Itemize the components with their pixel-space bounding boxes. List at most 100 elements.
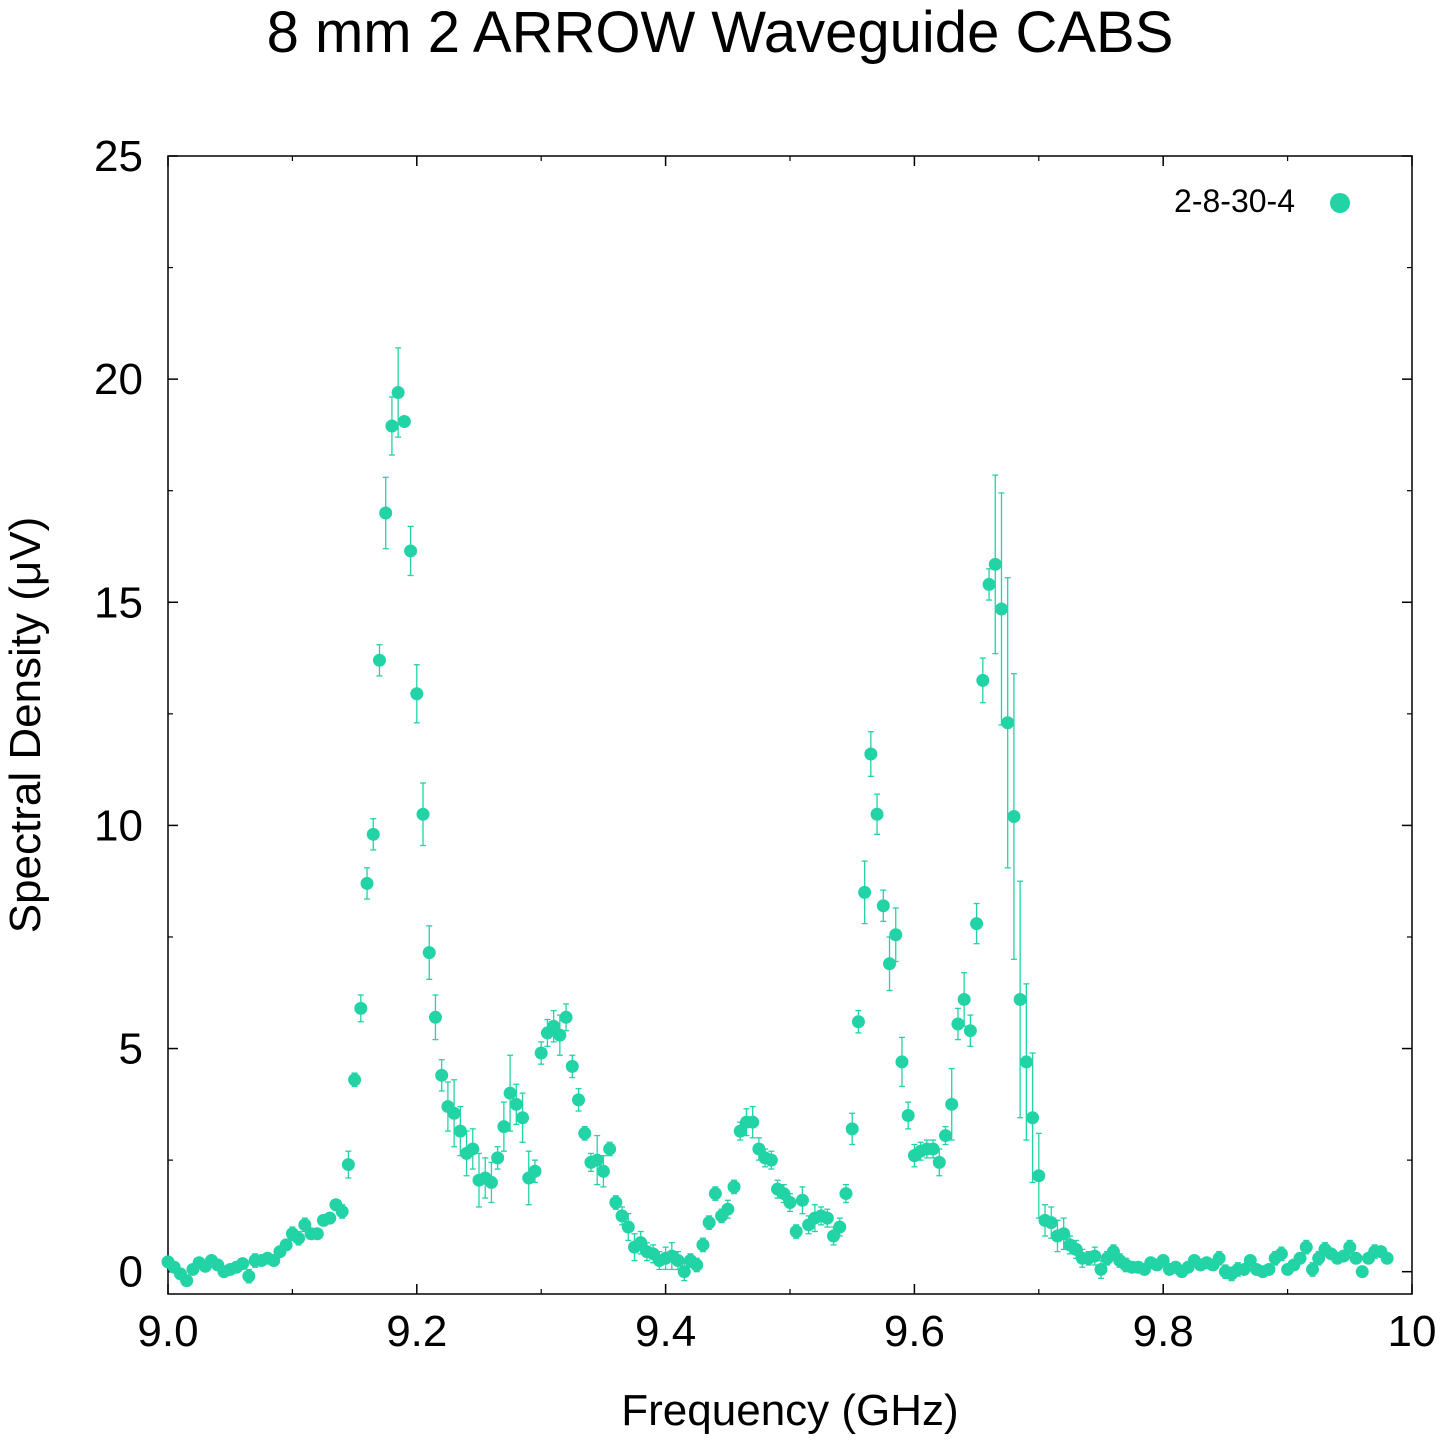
x-tick-label: 9.4 <box>635 1307 696 1356</box>
data-point <box>242 1269 256 1283</box>
plot-frame <box>167 155 1413 1295</box>
data-point <box>1094 1262 1108 1276</box>
x-tick-label: 9.6 <box>884 1307 945 1356</box>
data-point <box>671 1254 685 1268</box>
data-point <box>727 1180 741 1194</box>
data-point <box>1380 1251 1394 1265</box>
data-point <box>565 1059 579 1073</box>
data-point <box>323 1211 337 1225</box>
data-point <box>497 1120 511 1134</box>
data-point <box>335 1204 349 1218</box>
data-point <box>354 1001 368 1015</box>
data-point <box>702 1216 716 1230</box>
data-point <box>609 1196 623 1210</box>
data-point <box>435 1068 449 1082</box>
data-point <box>939 1129 952 1143</box>
data-point <box>372 653 386 667</box>
y-tick-label: 25 <box>94 132 143 181</box>
data-point <box>1355 1265 1369 1279</box>
data-point <box>236 1257 250 1271</box>
data-point <box>845 1122 859 1136</box>
data-point <box>746 1115 760 1129</box>
x-tick-label: 9.8 <box>1133 1307 1194 1356</box>
data-point <box>180 1274 194 1288</box>
data-point <box>366 827 380 841</box>
data-point <box>1212 1251 1226 1265</box>
data-point <box>994 602 1008 616</box>
x-tick-label: 9.2 <box>386 1307 447 1356</box>
chart-title: 8 mm 2 ARROW Waveguide CABS <box>267 0 1174 65</box>
data-point <box>795 1193 809 1207</box>
data-point <box>870 807 884 821</box>
data-point <box>858 885 872 899</box>
data-point <box>889 928 903 942</box>
data-point <box>895 1055 909 1069</box>
data-point <box>397 415 411 429</box>
data-point <box>559 1010 573 1024</box>
data-point <box>901 1108 915 1122</box>
data-point <box>721 1202 735 1216</box>
legend: 2-8-30-4 <box>1174 183 1350 219</box>
data-point <box>1262 1262 1276 1276</box>
data-points <box>161 386 1394 1288</box>
y-tick-label: 10 <box>94 801 143 850</box>
data-point <box>976 673 990 687</box>
data-point <box>951 1017 965 1031</box>
data-point <box>428 1010 442 1024</box>
data-point <box>1088 1249 1102 1263</box>
data-point <box>279 1238 293 1252</box>
data-point <box>453 1124 467 1138</box>
data-point <box>1305 1262 1319 1276</box>
data-point <box>1293 1251 1307 1265</box>
data-point <box>708 1187 722 1201</box>
data-point <box>963 1024 977 1038</box>
data-point <box>677 1265 691 1279</box>
data-point <box>1019 1055 1033 1069</box>
data-point <box>1026 1111 1040 1125</box>
data-point <box>1044 1216 1058 1230</box>
data-point <box>590 1153 604 1167</box>
data-point <box>509 1097 523 1111</box>
data-point <box>615 1209 629 1223</box>
data-point <box>466 1142 480 1156</box>
data-point <box>292 1231 306 1245</box>
data-point <box>696 1238 710 1252</box>
data-point <box>553 1028 567 1042</box>
data-point <box>932 1155 946 1169</box>
axis-tick-labels: 9.0 9.2 9.4 9.6 9.8 10 0 5 10 15 20 25 <box>94 132 1436 1356</box>
data-point <box>1349 1251 1363 1265</box>
y-tick-label: 0 <box>119 1248 143 1297</box>
legend-series-marker <box>1330 193 1350 213</box>
data-point <box>926 1142 940 1156</box>
y-axis-label: Spectral Density (μV) <box>1 517 50 934</box>
data-point <box>578 1126 592 1140</box>
data-point <box>503 1086 517 1100</box>
data-point <box>572 1093 586 1107</box>
data-point <box>783 1196 797 1210</box>
data-point <box>447 1106 461 1120</box>
y-tick-label: 20 <box>94 355 143 404</box>
data-point <box>310 1227 324 1241</box>
data-point <box>516 1111 530 1125</box>
y-tick-label: 5 <box>119 1025 143 1074</box>
x-tick-label: 9.0 <box>137 1307 198 1356</box>
error-bars <box>165 347 1391 1286</box>
data-point <box>1013 992 1027 1006</box>
x-tick-label: 10 <box>1388 1307 1437 1356</box>
data-point <box>970 917 984 931</box>
data-point <box>596 1164 610 1178</box>
data-point <box>621 1220 635 1234</box>
data-point <box>603 1142 617 1156</box>
data-point <box>690 1258 704 1272</box>
data-point <box>833 1220 847 1234</box>
x-axis-label: Frequency (GHz) <box>621 1386 958 1435</box>
data-point <box>1274 1247 1288 1261</box>
data-point <box>528 1164 542 1178</box>
data-point <box>851 1015 865 1029</box>
data-point <box>820 1211 834 1225</box>
data-point <box>360 876 374 890</box>
data-point <box>957 992 971 1006</box>
data-point <box>789 1225 803 1239</box>
data-point <box>982 577 996 591</box>
data-point <box>391 386 405 400</box>
